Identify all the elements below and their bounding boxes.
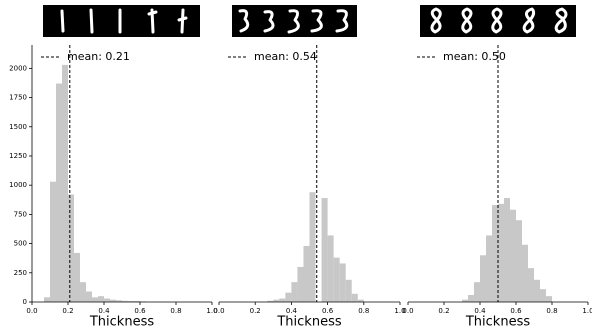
y-tick-label: 2000	[9, 64, 27, 72]
bar	[44, 297, 50, 302]
bar	[322, 198, 328, 302]
bar	[86, 291, 92, 302]
bar	[310, 192, 316, 302]
legend-label: mean: 0.50	[443, 50, 506, 63]
digit-strip	[232, 5, 357, 37]
legend-label: mean: 0.21	[67, 50, 130, 63]
legend-label: mean: 0.54	[254, 50, 317, 63]
bar	[50, 182, 56, 302]
y-tick-label: 1250	[9, 152, 27, 160]
bar	[279, 298, 285, 302]
x-tick-label: 0.8	[358, 307, 369, 315]
digit-strip	[43, 5, 200, 37]
bar	[540, 289, 546, 302]
bar	[486, 235, 492, 302]
y-tick-label: 500	[14, 240, 27, 248]
bar	[291, 282, 297, 302]
bar	[528, 268, 534, 302]
bar	[334, 258, 340, 302]
page: {"chart_data": [ {"type": "histogram", "…	[0, 0, 592, 330]
bar	[516, 220, 522, 302]
y-tick-label: 250	[14, 269, 27, 277]
bar	[492, 205, 498, 302]
bar	[340, 263, 346, 302]
bar	[468, 295, 474, 302]
y-tick-label: 0	[23, 298, 27, 306]
x-axis-label: Thickness	[89, 315, 154, 330]
bar	[285, 293, 291, 302]
figure: 0.00.20.40.60.81.00250500750100012501500…	[0, 0, 592, 330]
bar	[98, 296, 104, 302]
x-tick-label: 0.0	[26, 307, 37, 315]
digit-strip	[420, 5, 576, 37]
bar	[522, 245, 528, 302]
x-tick-label: 0.0	[213, 307, 224, 315]
x-tick-label: 0.8	[170, 307, 181, 315]
bar	[328, 235, 334, 302]
bar	[68, 195, 74, 302]
bar	[303, 246, 309, 302]
bar	[352, 294, 358, 302]
y-tick-label: 1500	[9, 123, 27, 131]
bar	[504, 198, 510, 302]
bar	[474, 282, 480, 302]
bar	[104, 298, 110, 302]
bar	[74, 253, 80, 302]
bar	[62, 65, 68, 302]
bar	[510, 210, 516, 302]
bar	[92, 297, 98, 302]
y-tick-label: 1000	[9, 181, 27, 189]
x-tick-label: 0.2	[62, 307, 73, 315]
bar	[80, 282, 86, 302]
x-tick-label: 0.2	[438, 307, 449, 315]
x-axis-label: Thickness	[465, 315, 530, 330]
bar	[498, 204, 504, 302]
bar	[56, 84, 62, 302]
bar	[346, 280, 352, 302]
x-tick-label: 0.2	[250, 307, 261, 315]
bar	[534, 280, 540, 302]
x-axis-label: Thickness	[276, 315, 341, 330]
y-tick-label: 750	[14, 210, 27, 218]
x-tick-label: 0.8	[546, 307, 557, 315]
y-tick-label: 1750	[9, 94, 27, 102]
bar	[546, 296, 552, 302]
x-tick-label: 1.0	[582, 307, 592, 315]
bar	[480, 255, 486, 302]
bar	[297, 267, 303, 302]
x-tick-label: 0.0	[402, 307, 413, 315]
